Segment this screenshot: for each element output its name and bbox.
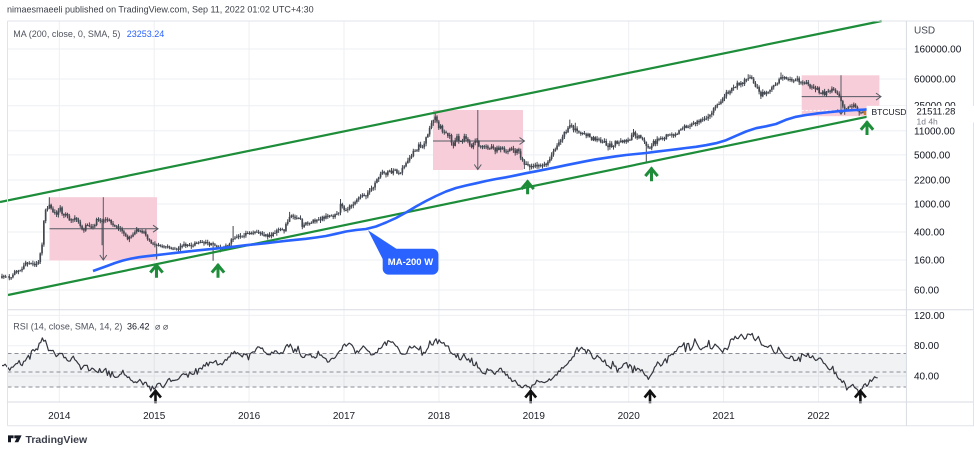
svg-text:RSI (14, close, SMA, 14, 2): RSI (14, close, SMA, 14, 2): [13, 321, 122, 331]
svg-text:5000.00: 5000.00: [914, 150, 951, 161]
svg-text:160.00: 160.00: [914, 256, 945, 267]
svg-text:2018: 2018: [428, 411, 451, 422]
svg-text:23253.24: 23253.24: [127, 29, 165, 39]
svg-text:BTCUSD: BTCUSD: [872, 107, 907, 117]
svg-text:2021: 2021: [712, 411, 735, 422]
svg-text:USD: USD: [914, 26, 935, 37]
svg-text:MA-200 W: MA-200 W: [388, 257, 433, 268]
svg-text:21511.28: 21511.28: [917, 107, 956, 118]
svg-text:60000.00: 60000.00: [914, 75, 956, 86]
svg-text:36.42: 36.42: [127, 321, 150, 331]
svg-text:1000.00: 1000.00: [914, 200, 951, 211]
svg-text:2016: 2016: [238, 411, 261, 422]
svg-text:1d 4h: 1d 4h: [917, 117, 939, 127]
svg-text:40.00: 40.00: [914, 372, 939, 383]
svg-text:TradingView: TradingView: [26, 434, 88, 446]
svg-text:120.00: 120.00: [914, 311, 945, 322]
svg-text:2020: 2020: [618, 411, 641, 422]
svg-text:2017: 2017: [333, 411, 356, 422]
svg-text:11000.00: 11000.00: [914, 126, 955, 137]
svg-text:2015: 2015: [143, 411, 166, 422]
svg-text:MA (200, close, 0, SMA, 5): MA (200, close, 0, SMA, 5): [13, 29, 120, 39]
svg-text:⌀ ⌀: ⌀ ⌀: [155, 321, 169, 331]
svg-text:60.00: 60.00: [914, 286, 939, 297]
svg-text:160000.00: 160000.00: [914, 45, 962, 56]
svg-text:2019: 2019: [523, 411, 546, 422]
svg-text:2022: 2022: [807, 411, 830, 422]
svg-text:80.00: 80.00: [914, 341, 939, 352]
svg-text:nimaesmaeeli published on Trad: nimaesmaeeli published on TradingView.co…: [7, 5, 314, 15]
svg-text:2014: 2014: [48, 411, 71, 422]
svg-text:2200.00: 2200.00: [914, 176, 951, 187]
svg-text:400.00: 400.00: [914, 228, 945, 239]
